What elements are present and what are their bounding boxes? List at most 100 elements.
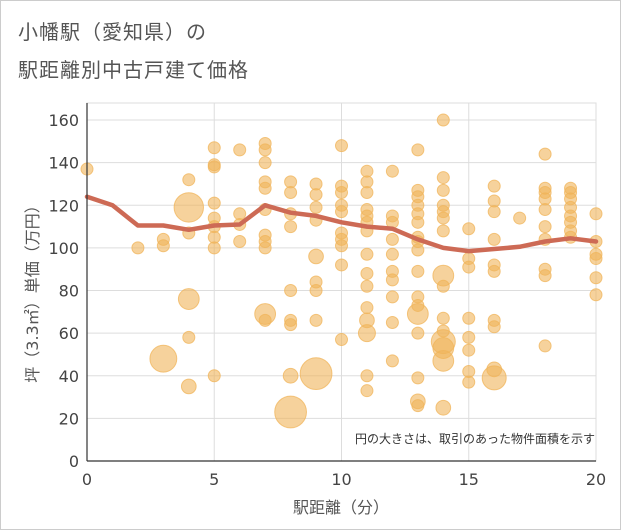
- data-point: [589, 288, 603, 302]
- data-point: [207, 241, 221, 255]
- data-point: [487, 179, 501, 193]
- data-point: [538, 269, 552, 283]
- data-point: [360, 369, 374, 383]
- data-point: [258, 143, 272, 157]
- y-tick-label: 160: [48, 111, 79, 130]
- trend-line-group: [84, 194, 599, 254]
- y-axis-label: 坪（3.3㎡）単価（万円）: [23, 197, 42, 382]
- x-tick-label: 15: [459, 470, 479, 489]
- data-point: [411, 215, 425, 229]
- data-point: [360, 301, 374, 315]
- data-point: [487, 205, 501, 219]
- data-point: [360, 186, 374, 199]
- data-point: [309, 284, 323, 298]
- data-point: [589, 252, 603, 266]
- average-price-line: [84, 194, 599, 254]
- data-point: [180, 378, 197, 395]
- y-tick-label: 80: [59, 282, 79, 301]
- data-point: [538, 147, 552, 161]
- data-point: [207, 369, 221, 383]
- data-point: [335, 186, 348, 199]
- data-point: [538, 339, 552, 353]
- data-point: [432, 349, 455, 372]
- grid: [86, 102, 597, 462]
- data-point: [436, 113, 450, 127]
- data-point: [360, 247, 374, 261]
- data-point: [411, 326, 425, 340]
- data-point: [462, 343, 476, 357]
- data-point: [207, 141, 221, 155]
- data-point: [207, 160, 221, 174]
- data-point: [462, 260, 476, 274]
- data-point: [487, 320, 501, 334]
- data-point: [149, 344, 178, 373]
- chart-title-line2: 駅距離別中古戸建て価格: [18, 58, 249, 82]
- data-point: [309, 313, 323, 327]
- y-tick-label: 140: [48, 154, 79, 173]
- data-point: [284, 284, 298, 298]
- data-point: [335, 139, 348, 153]
- data-point: [436, 224, 450, 238]
- x-axis-label: 駅距離（分）: [293, 498, 389, 517]
- data-point: [360, 279, 374, 293]
- data-point: [486, 361, 503, 378]
- data-point: [156, 239, 170, 253]
- x-tick-label: 5: [209, 470, 219, 489]
- y-tick-label: 120: [48, 196, 79, 215]
- y-tick-label: 60: [59, 324, 79, 343]
- data-point: [309, 188, 323, 202]
- data-point: [411, 264, 425, 278]
- data-point: [411, 143, 425, 157]
- data-point: [462, 311, 476, 325]
- data-point: [436, 171, 450, 185]
- data-point: [538, 203, 552, 217]
- data-point: [207, 196, 221, 210]
- data-point: [131, 241, 145, 255]
- data-point: [182, 330, 196, 344]
- data-point: [411, 243, 425, 257]
- axes: 0 5 10 15 20 0 20 40 60 80 100 120 140 160: [48, 103, 606, 489]
- data-point: [538, 220, 552, 234]
- data-point: [411, 399, 425, 413]
- data-point: [436, 211, 450, 225]
- data-point: [284, 186, 298, 199]
- x-tick-label: 20: [586, 470, 606, 489]
- data-point: [233, 143, 247, 157]
- data-point: [299, 357, 333, 391]
- data-point: [284, 220, 298, 234]
- data-point: [282, 367, 299, 384]
- data-point: [360, 266, 374, 280]
- data-point: [589, 207, 603, 221]
- data-point: [513, 211, 527, 225]
- bubbles: [80, 113, 603, 429]
- data-point: [359, 312, 375, 329]
- data-point: [435, 399, 452, 416]
- data-point: [258, 181, 272, 195]
- data-point: [335, 258, 348, 272]
- data-point: [385, 315, 399, 329]
- data-point: [436, 183, 450, 197]
- data-point: [385, 232, 399, 246]
- y-tick-label: 40: [59, 367, 79, 386]
- data-point: [284, 318, 298, 332]
- x-tick-label: 10: [331, 470, 351, 489]
- y-tick-label: 20: [59, 409, 79, 428]
- data-point: [385, 273, 399, 287]
- data-point: [177, 288, 200, 310]
- data-point: [436, 311, 450, 325]
- data-point: [173, 192, 204, 223]
- data-point: [385, 247, 399, 261]
- data-point: [258, 241, 272, 255]
- data-point: [385, 354, 399, 368]
- data-point: [462, 222, 476, 236]
- data-point: [335, 333, 348, 347]
- data-point: [360, 384, 374, 398]
- data-point: [436, 324, 450, 338]
- data-point: [411, 371, 425, 385]
- data-point: [589, 271, 603, 285]
- y-tick-label: 0: [69, 452, 79, 471]
- data-point: [487, 232, 501, 246]
- bubble-size-note: 円の大きさは、取引のあった物件面積を示す: [355, 431, 595, 446]
